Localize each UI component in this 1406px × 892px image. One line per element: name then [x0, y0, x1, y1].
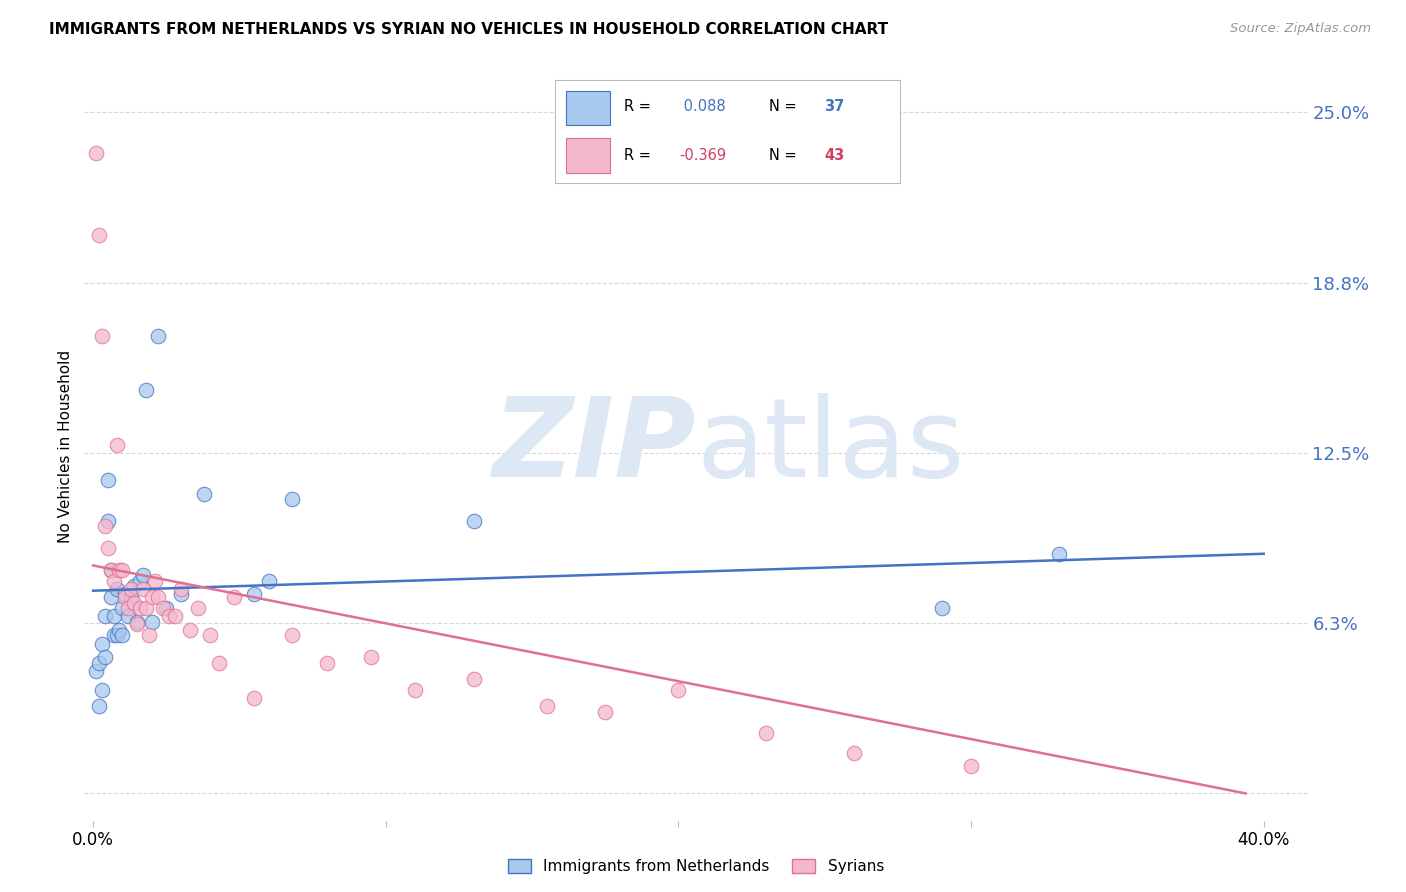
Point	[593, 705, 616, 719]
Point	[103, 574, 125, 588]
Point	[316, 656, 339, 670]
Point	[960, 759, 983, 773]
Point	[179, 623, 201, 637]
Point	[141, 591, 163, 605]
Point	[931, 601, 953, 615]
Point	[103, 628, 125, 642]
Point	[170, 582, 193, 596]
Legend: Immigrants from Netherlands, Syrians: Immigrants from Netherlands, Syrians	[502, 853, 890, 880]
Point	[94, 609, 117, 624]
Point	[97, 514, 120, 528]
Point	[360, 650, 382, 665]
Point	[94, 650, 117, 665]
Point	[105, 582, 128, 596]
Text: 43: 43	[824, 148, 845, 162]
Point	[105, 628, 128, 642]
Point	[536, 699, 558, 714]
Point	[100, 563, 122, 577]
Point	[404, 682, 426, 697]
Point	[222, 591, 245, 605]
Point	[281, 492, 304, 507]
Point	[198, 628, 221, 642]
Point	[463, 672, 485, 686]
Point	[87, 699, 110, 714]
Point	[84, 664, 107, 678]
Point	[108, 623, 131, 637]
Point	[146, 328, 169, 343]
Text: 0.088: 0.088	[679, 99, 725, 114]
Point	[125, 615, 148, 629]
Bar	[565, 137, 610, 173]
Point	[122, 596, 145, 610]
Point	[108, 563, 131, 577]
Point	[125, 617, 148, 632]
Point	[243, 691, 266, 706]
Y-axis label: No Vehicles in Household: No Vehicles in Household	[58, 350, 73, 542]
Point	[90, 682, 112, 697]
Text: R =: R =	[624, 148, 651, 162]
Point	[170, 587, 193, 601]
Point	[114, 591, 136, 605]
Point	[94, 519, 117, 533]
Point	[122, 579, 145, 593]
Point	[111, 601, 134, 615]
Point	[668, 682, 690, 697]
Point	[1047, 547, 1070, 561]
Point	[90, 328, 112, 343]
Text: -0.369: -0.369	[679, 148, 727, 162]
Point	[117, 609, 139, 624]
Point	[152, 601, 174, 615]
Text: ZIP: ZIP	[492, 392, 696, 500]
Point	[132, 582, 155, 596]
Point	[157, 609, 180, 624]
Point	[187, 601, 209, 615]
Point	[842, 746, 865, 760]
Point	[135, 383, 157, 397]
Point	[111, 563, 134, 577]
Point	[129, 574, 152, 588]
Point	[100, 591, 122, 605]
Text: 37: 37	[824, 99, 845, 114]
Point	[120, 591, 142, 605]
Point	[141, 615, 163, 629]
Bar	[565, 91, 610, 126]
Point	[138, 628, 160, 642]
Text: IMMIGRANTS FROM NETHERLANDS VS SYRIAN NO VEHICLES IN HOUSEHOLD CORRELATION CHART: IMMIGRANTS FROM NETHERLANDS VS SYRIAN NO…	[49, 22, 889, 37]
Point	[243, 587, 266, 601]
Point	[155, 601, 177, 615]
Point	[105, 437, 128, 451]
Point	[90, 636, 112, 650]
Point	[100, 563, 122, 577]
Point	[120, 582, 142, 596]
Point	[135, 601, 157, 615]
Point	[193, 486, 215, 500]
Point	[117, 601, 139, 615]
Point	[132, 568, 155, 582]
Text: R =: R =	[624, 99, 651, 114]
Text: N =: N =	[769, 99, 797, 114]
Point	[257, 574, 280, 588]
Text: atlas: atlas	[696, 392, 965, 500]
Point	[97, 473, 120, 487]
Point	[84, 146, 107, 161]
Text: N =: N =	[769, 148, 797, 162]
Point	[281, 628, 304, 642]
Point	[114, 587, 136, 601]
Point	[103, 609, 125, 624]
Point	[165, 609, 187, 624]
Point	[129, 601, 152, 615]
Point	[87, 656, 110, 670]
Point	[97, 541, 120, 556]
Point	[87, 227, 110, 242]
Point	[463, 514, 485, 528]
Text: Source: ZipAtlas.com: Source: ZipAtlas.com	[1230, 22, 1371, 36]
Point	[208, 656, 231, 670]
Point	[755, 726, 778, 740]
Point	[143, 574, 166, 588]
Point	[146, 591, 169, 605]
Point	[111, 628, 134, 642]
